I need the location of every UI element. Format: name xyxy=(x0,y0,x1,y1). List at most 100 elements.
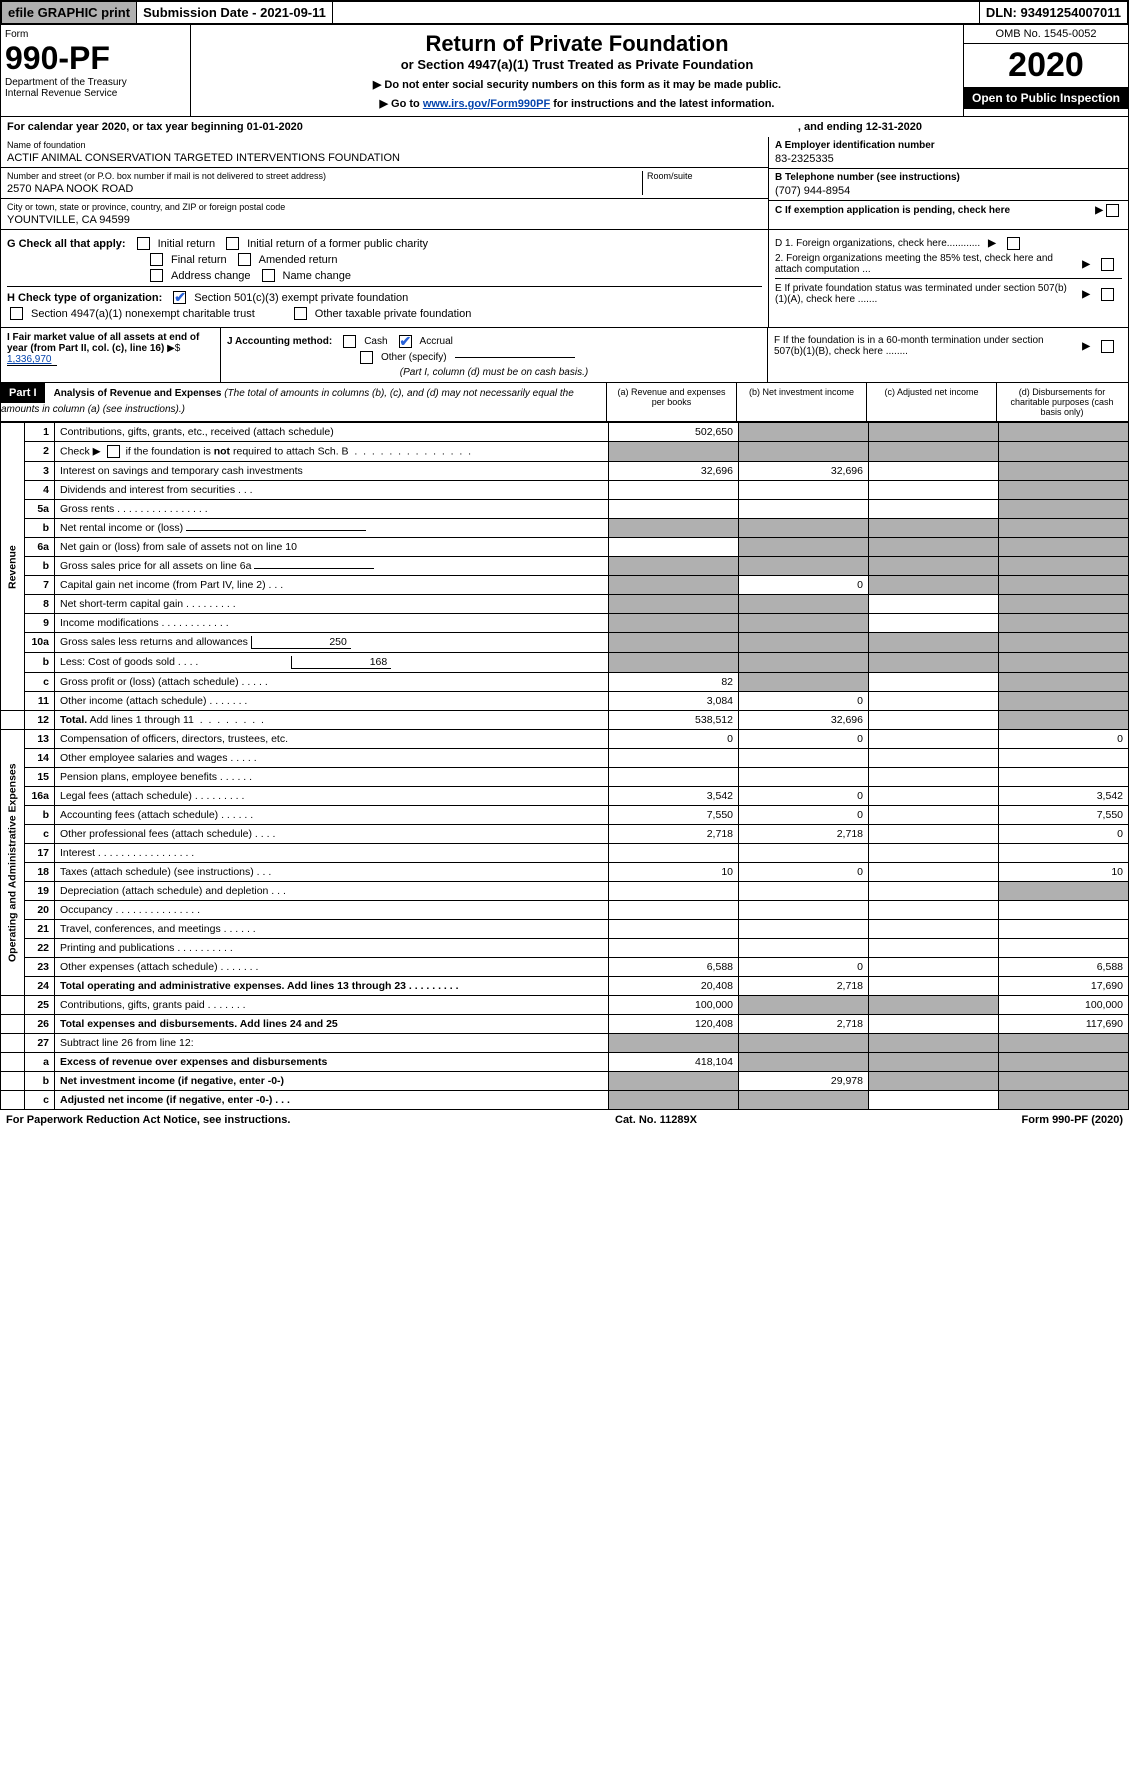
goto-note: ▶ Go to www.irs.gov/Form990PF for instru… xyxy=(197,97,957,110)
501c3-checkbox[interactable] xyxy=(173,291,186,304)
cell-d: 117,690 xyxy=(999,1015,1129,1034)
row-desc: Depreciation (attach schedule) and deple… xyxy=(55,882,609,901)
row-num: 3 xyxy=(25,462,55,481)
final-return-label: Final return xyxy=(171,254,227,266)
row-desc: Interest on savings and temporary cash i… xyxy=(55,462,609,481)
row-num: 15 xyxy=(25,768,55,787)
initial-return-checkbox[interactable] xyxy=(137,237,150,250)
goto-pre: ▶ Go to xyxy=(380,98,423,110)
goto-post: for instructions and the latest informat… xyxy=(550,98,774,110)
cell-a: 20,408 xyxy=(609,977,739,996)
other-taxable-checkbox[interactable] xyxy=(294,307,307,320)
row-desc: Travel, conferences, and meetings . . . … xyxy=(55,920,609,939)
name-change-checkbox[interactable] xyxy=(262,269,275,282)
final-return-checkbox[interactable] xyxy=(150,253,163,266)
foreign-org-checkbox[interactable] xyxy=(1007,237,1020,250)
initial-former-checkbox[interactable] xyxy=(226,237,239,250)
row-desc: Total operating and administrative expen… xyxy=(60,980,459,992)
row-desc: Net short-term capital gain . . . . . . … xyxy=(55,595,609,614)
row-desc: Taxes (attach schedule) (see instruction… xyxy=(55,863,609,882)
cell-d: 17,690 xyxy=(999,977,1129,996)
name-change-label: Name change xyxy=(283,270,352,282)
form990pf-link[interactable]: www.irs.gov/Form990PF xyxy=(423,98,550,110)
row-num: 2 xyxy=(25,442,55,462)
address-change-checkbox[interactable] xyxy=(150,269,163,282)
part1-title: Analysis of Revenue and Expenses xyxy=(54,388,222,399)
cell-b: 32,696 xyxy=(739,711,869,730)
fmv-arrow: ▶$ xyxy=(167,343,180,354)
section-i-j-f: I Fair market value of all assets at end… xyxy=(0,328,1129,383)
entity-info-grid: Name of foundation ACTIF ANIMAL CONSERVA… xyxy=(0,137,1129,230)
row-num: 14 xyxy=(25,749,55,768)
row-num: 18 xyxy=(25,863,55,882)
f-label: F If the foundation is in a 60-month ter… xyxy=(774,335,1074,357)
open-to-public: Open to Public Inspection xyxy=(964,87,1128,109)
row-num: 8 xyxy=(25,595,55,614)
85pct-checkbox[interactable] xyxy=(1101,258,1114,271)
arrow-icon: ▶ xyxy=(1095,205,1103,216)
cell-a: 10 xyxy=(609,863,739,882)
cell-d: 100,000 xyxy=(999,996,1129,1015)
cell-d: 7,550 xyxy=(999,806,1129,825)
cash-label: Cash xyxy=(364,336,387,347)
room-label: Room/suite xyxy=(647,171,762,181)
cal-year-end: , and ending 12-31-2020 xyxy=(798,121,922,133)
row-desc: Adjusted net income (if negative, enter … xyxy=(60,1094,290,1106)
row-num: 13 xyxy=(25,730,55,749)
dept-treasury: Department of the Treasury xyxy=(5,77,186,88)
other-method-label: Other (specify) xyxy=(381,352,447,363)
e-checkbox[interactable] xyxy=(1101,288,1114,301)
schb-checkbox[interactable] xyxy=(107,445,120,458)
cal-year-begin: For calendar year 2020, or tax year begi… xyxy=(7,121,303,133)
cell-b: 2,718 xyxy=(739,977,869,996)
row-num: 22 xyxy=(25,939,55,958)
foundation-name-label: Name of foundation xyxy=(7,140,762,150)
row-num: a xyxy=(25,1053,55,1072)
col-c-header: (c) Adjusted net income xyxy=(867,383,997,421)
accrual-checkbox[interactable] xyxy=(399,335,412,348)
cash-checkbox[interactable] xyxy=(343,335,356,348)
col-a-header: (a) Revenue and expenses per books xyxy=(607,383,737,421)
row-desc: Net investment income (if negative, ente… xyxy=(60,1075,284,1087)
cell-d: 0 xyxy=(999,730,1129,749)
part1-header-row: Part I Analysis of Revenue and Expenses … xyxy=(0,383,1129,422)
cell-b: 2,718 xyxy=(739,825,869,844)
row-num: 25 xyxy=(25,996,55,1015)
exemption-pending-label: C If exemption application is pending, c… xyxy=(775,205,1095,216)
cat-no: Cat. No. 11289X xyxy=(615,1114,697,1126)
row-num: c xyxy=(25,673,55,692)
cell-a: 32,696 xyxy=(609,462,739,481)
city-label: City or town, state or province, country… xyxy=(7,202,762,212)
city-state-zip: YOUNTVILLE, CA 94599 xyxy=(7,214,762,226)
row-desc: Gross sales price for all assets on line… xyxy=(60,560,251,572)
row-num: 9 xyxy=(25,614,55,633)
row-num: 23 xyxy=(25,958,55,977)
row-num: 6a xyxy=(25,538,55,557)
f-checkbox[interactable] xyxy=(1101,340,1114,353)
row-desc: Gross sales less returns and allowances xyxy=(60,636,248,648)
exemption-pending-checkbox[interactable] xyxy=(1106,204,1119,217)
row-desc: Compensation of officers, directors, tru… xyxy=(55,730,609,749)
fmv-value[interactable]: 1,336,970 xyxy=(7,354,57,366)
other-method-checkbox[interactable] xyxy=(360,351,373,364)
form-number: 990-PF xyxy=(5,40,186,77)
row-desc: Occupancy . . . . . . . . . . . . . . . xyxy=(55,901,609,920)
part1-table: Revenue 1Contributions, gifts, grants, e… xyxy=(0,422,1129,1110)
cell-a: 418,104 xyxy=(609,1053,739,1072)
4947-checkbox[interactable] xyxy=(10,307,23,320)
row-num: 16a xyxy=(25,787,55,806)
row-num: 11 xyxy=(25,692,55,711)
row-desc: Gross profit or (loss) (attach schedule)… xyxy=(55,673,609,692)
row-desc: Pension plans, employee benefits . . . .… xyxy=(55,768,609,787)
dln: DLN: 93491254007011 xyxy=(979,2,1127,23)
g-row: G Check all that apply: Initial return I… xyxy=(7,237,762,250)
row-desc: Legal fees (attach schedule) . . . . . .… xyxy=(55,787,609,806)
efile-print-button[interactable]: efile GRAPHIC print xyxy=(2,2,137,23)
amended-return-label: Amended return xyxy=(259,254,338,266)
address-change-label: Address change xyxy=(171,270,251,282)
section-g-h: G Check all that apply: Initial return I… xyxy=(0,230,1129,328)
row-desc: Contributions, gifts, grants, etc., rece… xyxy=(55,423,609,442)
row-desc: Other employee salaries and wages . . . … xyxy=(55,749,609,768)
amended-return-checkbox[interactable] xyxy=(238,253,251,266)
row-num: c xyxy=(25,825,55,844)
